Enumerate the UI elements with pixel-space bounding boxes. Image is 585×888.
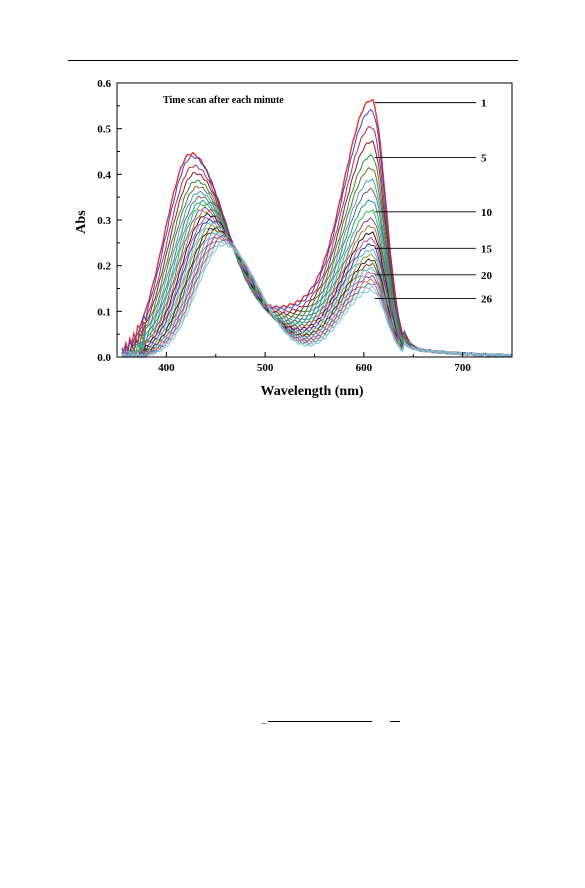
page-top-rule xyxy=(68,60,518,61)
x-tick-label-600: 600 xyxy=(356,362,373,374)
footer-mark: – xyxy=(262,718,267,728)
y-tick-label-0.3: 0.3 xyxy=(97,215,111,227)
callout-label-20: 20 xyxy=(481,270,493,282)
axes-layer: 400 500 600 700 0.0 0.1 0.2 0.3 0.4 0.5 0.6 xyxy=(97,78,513,374)
y-axis-label: Abs xyxy=(74,210,89,234)
y-tick-label-0.1: 0.1 xyxy=(97,306,111,318)
x-tick-label-700: 700 xyxy=(454,362,471,374)
x-axis-label: Wavelength (nm) xyxy=(260,384,363,399)
callout-label-1: 1 xyxy=(481,98,487,110)
scan-series-7 xyxy=(121,178,512,359)
callout-label-10: 10 xyxy=(481,207,493,219)
series-layer xyxy=(121,98,512,359)
y-tick-label-0.4: 0.4 xyxy=(97,169,111,181)
y-tick-label-0.6: 0.6 xyxy=(97,78,111,90)
chart-annotation: Time scan after each minute xyxy=(163,95,284,106)
footer-rule-2 xyxy=(390,721,400,722)
y-tick-label-0.2: 0.2 xyxy=(97,261,111,273)
callout-label-26: 26 xyxy=(481,294,493,306)
callout-label-5: 5 xyxy=(481,152,487,164)
scan-series-25 xyxy=(121,241,512,359)
scan-series-26 xyxy=(121,243,512,359)
scan-series-13 xyxy=(121,212,512,359)
footer-rule-1 xyxy=(268,721,372,722)
y-tick-label-0.0: 0.0 xyxy=(97,352,111,364)
callout-label-15: 15 xyxy=(481,243,493,255)
x-tick-label-500: 500 xyxy=(257,362,274,374)
x-tick-label-400: 400 xyxy=(158,362,175,374)
y-tick-label-0.5: 0.5 xyxy=(97,124,111,136)
